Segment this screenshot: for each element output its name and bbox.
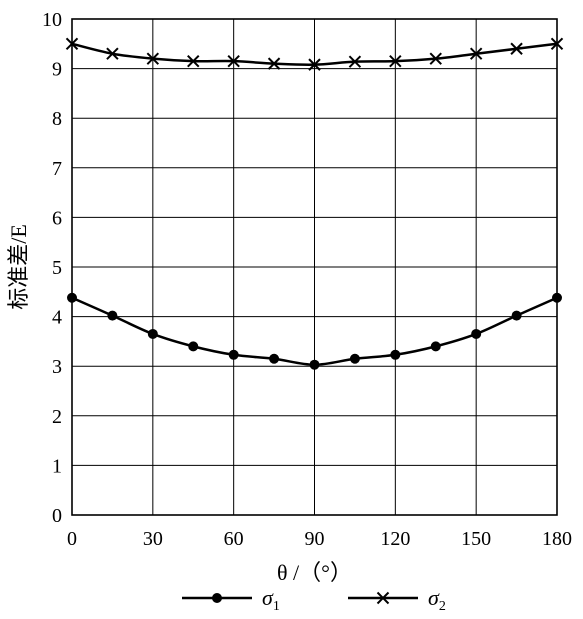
x-tick-label: 120: [380, 528, 410, 550]
x-tick-label: 60: [224, 528, 244, 550]
legend-label-2: σ2: [428, 585, 446, 614]
y-tick-label: 4: [52, 307, 62, 329]
y-tick-label: 7: [52, 158, 62, 180]
series-1-point: [269, 353, 280, 364]
series-2-point: [510, 42, 523, 55]
series-2-point-stroke: [469, 47, 483, 60]
y-tick-label: 9: [52, 59, 62, 81]
y-tick-label: 3: [52, 356, 62, 378]
y-tick-label: 0: [52, 505, 62, 527]
x-tick-label: 0: [67, 528, 77, 550]
legend: σ1 σ2: [182, 585, 446, 614]
series-2-point: [308, 58, 321, 71]
series-1-point: [349, 353, 360, 364]
series-1-point: [511, 310, 522, 321]
series-2-point-stroke: [106, 47, 119, 60]
y-tick-label: 8: [52, 108, 62, 130]
series-2-point: [267, 57, 281, 70]
y-tick-label: 1: [52, 455, 62, 477]
series-2-point: [146, 52, 160, 65]
x-tick-label: 30: [143, 528, 163, 550]
series-1-point: [107, 310, 118, 321]
legend-label-subscript: 2: [439, 599, 446, 614]
legend-label-symbol: σ: [428, 585, 440, 610]
y-tick-label: 6: [52, 207, 62, 229]
grid-lines: [71, 18, 558, 516]
y-tick-label: 5: [52, 257, 62, 279]
series-1-point: [390, 349, 401, 360]
legend-label-subscript: 1: [273, 599, 280, 614]
x-tick-labels: 0 30 60 90 120 150 180: [67, 528, 572, 550]
series-2-point-stroke: [348, 55, 362, 68]
legend-marker-1: [212, 593, 222, 603]
series-2-point: [348, 55, 362, 68]
legend-marker-2-stroke: [376, 591, 390, 605]
series-layer: [65, 37, 564, 370]
y-tick-label: 2: [52, 406, 62, 428]
series-2-point: [429, 52, 442, 65]
legend-label-symbol: σ: [262, 585, 274, 610]
series-1-point: [471, 328, 482, 339]
legend-marker-2: [376, 591, 390, 605]
series-1-point: [188, 341, 199, 352]
series-1-point: [228, 349, 239, 360]
series-2-point-stroke: [308, 58, 321, 71]
series-2-point: [389, 54, 402, 68]
y-tick-labels: 0 1 2 3 4 5 6 7 8 9 10: [42, 9, 62, 527]
series-2-point-stroke: [429, 52, 442, 65]
series-2-point-stroke: [267, 57, 281, 70]
plot-frame: [71, 18, 558, 516]
series-1-point: [309, 359, 320, 370]
x-tick-label: 150: [461, 528, 491, 550]
series-2-point: [187, 54, 200, 68]
series-2-point-stroke: [227, 54, 240, 68]
series-1-point: [147, 328, 158, 339]
series-1-point: [430, 341, 441, 352]
series-2-point-stroke: [187, 54, 200, 68]
x-tick-label: 90: [305, 528, 325, 550]
series-2-point: [227, 54, 240, 68]
series-2-point: [106, 47, 119, 60]
series-2-point-stroke: [389, 54, 402, 68]
y-tick-label: 10: [42, 9, 62, 31]
x-axis-title: θ /（°）: [277, 560, 352, 585]
y-axis-title: 标准差/E: [6, 224, 31, 310]
series-2-point-stroke: [510, 42, 523, 55]
legend-label-1: σ1: [262, 585, 280, 614]
x-tick-label: 180: [542, 528, 572, 550]
series-2-point: [469, 47, 483, 60]
series-2-point-stroke: [146, 52, 160, 65]
